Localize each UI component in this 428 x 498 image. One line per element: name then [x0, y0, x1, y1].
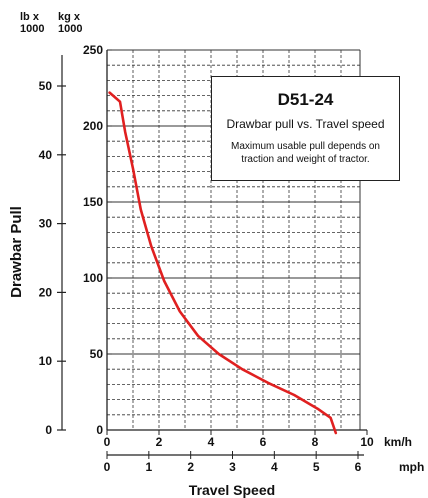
- y-left-unit-line2: 1000: [20, 23, 44, 35]
- y-right-unit-line1: kg x: [58, 11, 81, 23]
- mph-tick-label: 5: [313, 460, 320, 474]
- chart-note: Maximum usable pull depends on traction …: [231, 141, 380, 165]
- chart-annotation-box: D51-24 Drawbar pull vs. Travel speed Max…: [211, 76, 400, 181]
- y-right-unit-line2: 1000: [58, 23, 82, 35]
- x-axis-title: Travel Speed: [189, 482, 275, 498]
- mph-tick-label: 1: [145, 460, 152, 474]
- x-kmh-unit: km/h: [384, 435, 412, 449]
- kg-tick-label: 20: [39, 285, 53, 299]
- y-axis-title: Drawbar Pull: [8, 206, 25, 298]
- lb-tick-label: 150: [83, 195, 103, 209]
- kmh-tick-label: 2: [156, 435, 163, 449]
- kg-tick-label: 40: [39, 148, 53, 162]
- mph-tick-label: 3: [229, 460, 236, 474]
- y-left-unit-line1: lb x: [20, 11, 40, 23]
- kg-tick-label: 50: [39, 79, 53, 93]
- kg-tick-label: 0: [45, 423, 52, 437]
- kg-tick-label: 30: [39, 217, 53, 231]
- series-layer: [108, 91, 338, 435]
- chart-axes: [57, 49, 368, 459]
- kmh-tick-label: 6: [260, 435, 267, 449]
- kmh-tick-label: 8: [312, 435, 319, 449]
- mph-tick-label: 2: [187, 460, 194, 474]
- x-mph-unit: mph: [399, 460, 424, 474]
- mph-tick-label: 6: [355, 460, 362, 474]
- kmh-tick-label: 0: [104, 435, 111, 449]
- drawbar-pull-curve: [108, 91, 338, 435]
- lb-tick-label: 250: [83, 43, 103, 57]
- chart-subtitle: Drawbar pull vs. Travel speed: [226, 117, 385, 131]
- lb-tick-label: 50: [90, 347, 104, 361]
- kg-tick-label: 10: [39, 354, 53, 368]
- mph-tick-label: 0: [104, 460, 111, 474]
- mph-tick-label: 4: [271, 460, 278, 474]
- chart-title: D51-24: [277, 90, 334, 109]
- lb-tick-label: 100: [83, 271, 103, 285]
- kmh-tick-label: 4: [208, 435, 215, 449]
- lb-tick-label: 0: [96, 423, 103, 437]
- lb-tick-label: 200: [83, 119, 103, 133]
- kmh-tick-label: 10: [360, 435, 374, 449]
